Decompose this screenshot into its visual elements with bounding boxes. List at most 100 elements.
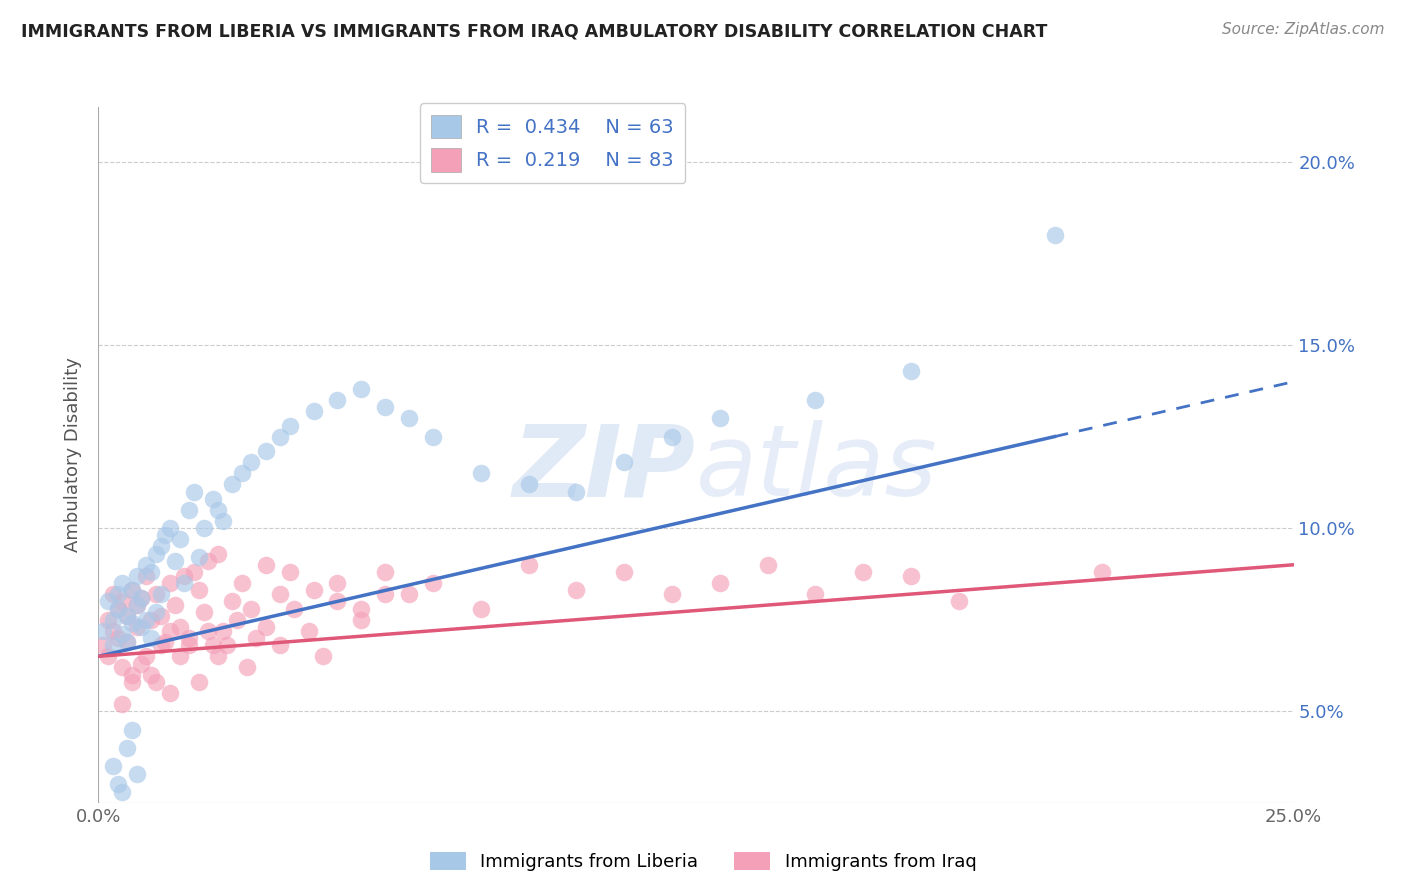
Point: [312, 649, 335, 664]
Point: [900, 568, 922, 582]
Point: [131, 620, 153, 634]
Point: [169, 649, 191, 664]
Legend: R =  0.434    N = 63, R =  0.219    N = 83: R = 0.434 N = 63, R = 0.219 N = 83: [420, 103, 685, 184]
Point: [111, 697, 134, 711]
Point: [145, 606, 167, 620]
Point: [101, 613, 124, 627]
Point: [115, 609, 138, 624]
Point: [422, 429, 444, 443]
Text: Source: ZipAtlas.com: Source: ZipAtlas.com: [1222, 22, 1385, 37]
Point: [269, 587, 291, 601]
Point: [121, 667, 143, 681]
Point: [159, 686, 181, 700]
Point: [254, 620, 277, 634]
Point: [193, 521, 215, 535]
Point: [107, 601, 129, 615]
Text: IMMIGRANTS FROM LIBERIA VS IMMIGRANTS FROM IRAQ AMBULATORY DISABILITY CORRELATIO: IMMIGRANTS FROM LIBERIA VS IMMIGRANTS FR…: [21, 22, 1047, 40]
Y-axis label: Ambulatory Disability: Ambulatory Disability: [63, 358, 82, 552]
Point: [131, 591, 153, 605]
Point: [125, 620, 148, 634]
Point: [179, 503, 201, 517]
Point: [1043, 228, 1066, 243]
Point: [374, 565, 396, 579]
Point: [139, 565, 162, 579]
Point: [240, 601, 263, 615]
Point: [125, 598, 148, 612]
Point: [101, 759, 124, 773]
Point: [173, 568, 195, 582]
Point: [240, 455, 263, 469]
Point: [139, 631, 162, 645]
Point: [254, 558, 277, 572]
Point: [111, 594, 134, 608]
Point: [326, 594, 349, 608]
Point: [398, 587, 420, 601]
Point: [565, 484, 588, 499]
Point: [197, 554, 219, 568]
Point: [135, 558, 157, 572]
Point: [179, 638, 201, 652]
Point: [139, 667, 162, 681]
Point: [139, 613, 162, 627]
Point: [97, 613, 120, 627]
Point: [804, 392, 827, 407]
Point: [226, 613, 249, 627]
Point: [149, 638, 172, 652]
Point: [202, 491, 225, 506]
Text: ZIP: ZIP: [513, 420, 696, 517]
Point: [187, 550, 209, 565]
Point: [1091, 565, 1114, 579]
Point: [207, 649, 229, 664]
Text: atlas: atlas: [696, 420, 938, 517]
Point: [900, 364, 922, 378]
Point: [121, 675, 143, 690]
Point: [193, 606, 215, 620]
Point: [422, 576, 444, 591]
Point: [111, 660, 134, 674]
Point: [221, 594, 243, 608]
Point: [948, 594, 970, 608]
Point: [145, 587, 167, 601]
Point: [235, 660, 257, 674]
Point: [756, 558, 779, 572]
Point: [91, 638, 114, 652]
Point: [183, 565, 205, 579]
Point: [211, 514, 233, 528]
Point: [613, 455, 636, 469]
Point: [101, 587, 124, 601]
Point: [221, 477, 243, 491]
Point: [211, 624, 233, 638]
Point: [121, 583, 143, 598]
Point: [278, 565, 301, 579]
Point: [470, 601, 492, 615]
Point: [470, 467, 492, 481]
Legend: Immigrants from Liberia, Immigrants from Iraq: Immigrants from Liberia, Immigrants from…: [422, 845, 984, 879]
Point: [374, 587, 396, 601]
Point: [107, 601, 129, 615]
Point: [179, 631, 201, 645]
Point: [155, 634, 177, 648]
Point: [163, 554, 186, 568]
Point: [169, 532, 191, 546]
Point: [269, 638, 291, 652]
Point: [107, 777, 129, 791]
Point: [173, 576, 195, 591]
Point: [613, 565, 636, 579]
Point: [202, 638, 225, 652]
Point: [101, 624, 124, 638]
Point: [121, 723, 143, 737]
Point: [217, 638, 239, 652]
Point: [159, 576, 181, 591]
Point: [155, 528, 177, 542]
Point: [149, 540, 172, 554]
Point: [121, 616, 143, 631]
Point: [149, 587, 172, 601]
Point: [245, 631, 267, 645]
Point: [517, 558, 540, 572]
Point: [159, 624, 181, 638]
Point: [97, 649, 120, 664]
Point: [163, 598, 186, 612]
Point: [125, 598, 148, 612]
Point: [326, 392, 349, 407]
Point: [145, 547, 167, 561]
